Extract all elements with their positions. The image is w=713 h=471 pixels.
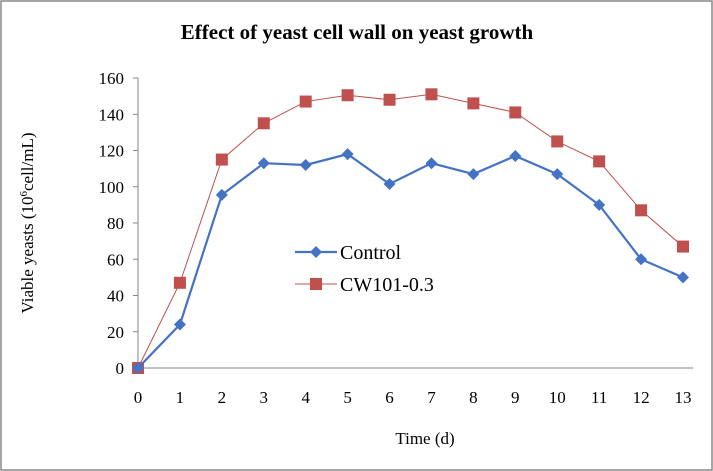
data-point [341, 148, 354, 161]
data-point [425, 157, 438, 170]
data-point [299, 159, 312, 171]
data-point [257, 117, 270, 130]
data-point [173, 276, 186, 289]
series-line [137, 93, 684, 369]
y-tick-label: 60 [107, 250, 124, 269]
y-tick-label: 40 [107, 287, 124, 306]
data-point [677, 271, 689, 284]
data-point [257, 157, 270, 170]
y-tick-label: 160 [99, 69, 125, 88]
x-tick-label: 10 [549, 388, 566, 407]
x-tick-label: 7 [427, 388, 436, 407]
y-tick-label: 100 [99, 178, 125, 197]
data-point [509, 149, 522, 162]
x-tick-label: 12 [633, 388, 650, 407]
legend-marker [310, 278, 322, 290]
data-point [132, 362, 144, 374]
x-tick-label: 13 [675, 388, 692, 407]
data-point [299, 95, 312, 108]
x-tick-label: 4 [301, 388, 310, 407]
y-axis-label: Viable yeasts (106cell/mL) [18, 132, 37, 313]
y-tick-label: 0 [116, 359, 125, 378]
y-tick-label: 80 [107, 214, 124, 233]
y-tick-label: 140 [99, 105, 125, 124]
data-point [635, 204, 648, 217]
data-point [383, 178, 396, 191]
data-point [635, 253, 648, 266]
data-point [551, 135, 564, 148]
data-point [467, 168, 480, 181]
data-point [215, 153, 228, 166]
series-line [137, 152, 684, 369]
data-point [341, 89, 354, 102]
y-tick-label: 120 [99, 142, 125, 161]
data-point [383, 93, 396, 106]
data-point [593, 198, 606, 211]
legend-item: Control [295, 242, 402, 264]
data-point [215, 188, 228, 201]
x-axis-label: Time (d) [395, 429, 454, 448]
legend-item: CW101-0.3 [295, 274, 434, 296]
x-tick-label: 1 [176, 388, 185, 407]
x-tick-label: 0 [134, 388, 143, 407]
data-point [467, 97, 480, 110]
x-tick-label: 2 [218, 388, 227, 407]
series-control [132, 148, 689, 374]
data-point [173, 318, 186, 331]
y-tick-label: 20 [107, 323, 124, 342]
data-point [425, 88, 438, 101]
legend-marker [310, 246, 322, 258]
x-tick-label: 11 [591, 388, 607, 407]
data-point [677, 240, 689, 253]
x-tick-label: 3 [260, 388, 269, 407]
x-tick-label: 9 [511, 388, 520, 407]
x-tick-label: 5 [343, 388, 352, 407]
x-tick-label: 6 [385, 388, 394, 407]
data-point [593, 155, 606, 168]
x-tick-label: 8 [469, 388, 478, 407]
chart-title: Effect of yeast cell wall on yeast growt… [181, 20, 534, 44]
legend-label: Control [340, 242, 402, 264]
data-point [551, 168, 564, 181]
legend-label: CW101-0.3 [340, 274, 434, 296]
data-point [509, 106, 522, 119]
